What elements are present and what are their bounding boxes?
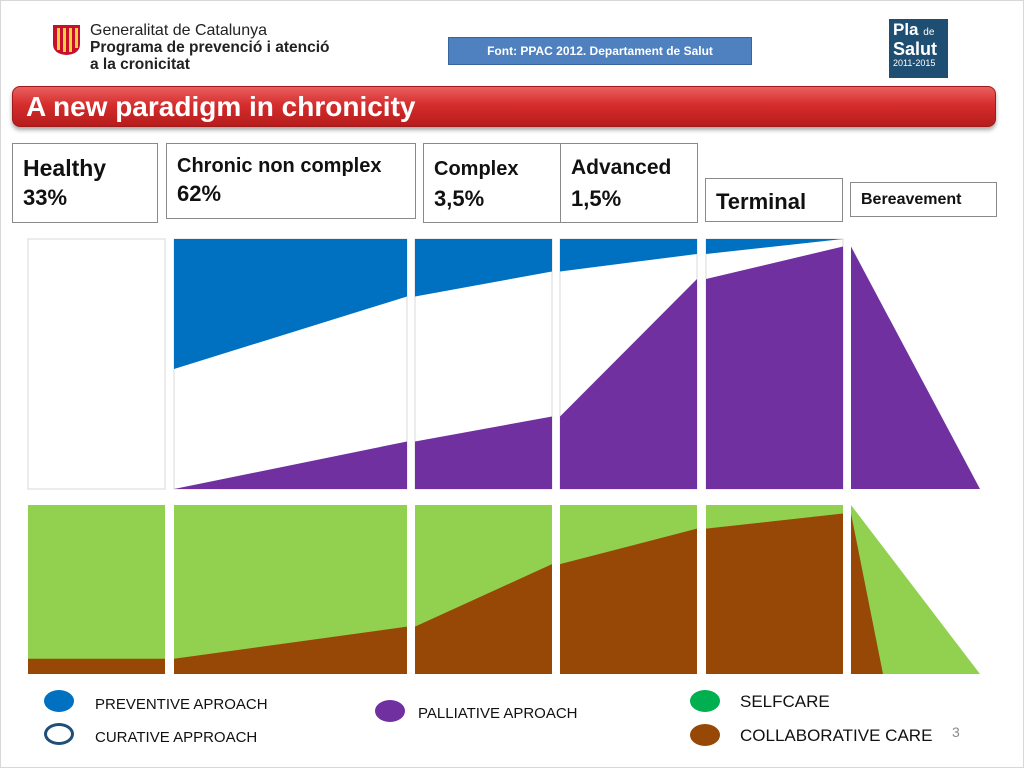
selfcare-legend-icon (690, 690, 720, 712)
palliative-area-segment (415, 416, 552, 489)
palliative-area-segment (851, 246, 980, 489)
org-line-1: Generalitat de Catalunya (90, 22, 267, 39)
collaborative-area-segment (706, 513, 843, 674)
palliative-area-segment (174, 441, 407, 489)
legend-collaborative: COLLABORATIVE CARE (740, 726, 933, 745)
title-bar: A new paradigm in chronicity (12, 86, 996, 127)
preventive-area-segment (415, 239, 552, 297)
generalitat-seal-icon (53, 25, 80, 55)
slide-title: A new paradigm in chronicity (26, 91, 416, 122)
badge-word-1: Pla (893, 20, 919, 39)
collaborative-area-segment (174, 626, 407, 674)
curative-legend-icon (44, 723, 74, 745)
stage-name: Terminal (716, 189, 807, 214)
legend-curative: CURATIVE APPROACH (95, 729, 258, 746)
badge-years: 2011-2015 (893, 58, 936, 68)
legend-preventive: PREVENTIVE APROACH (95, 696, 268, 713)
stage-box-healthy: Healthy 33% (12, 143, 158, 223)
selfcare-area-segment (851, 505, 980, 674)
legend-palliative: PALLIATIVE APROACH (418, 705, 578, 722)
stage-percent: 62% (177, 181, 222, 206)
stage-percent: 1,5% (571, 186, 622, 211)
selfcare-area-segment (28, 505, 165, 674)
slide-number: 3 (952, 724, 960, 740)
collaborative-area-segment (415, 564, 552, 674)
preventive-area-segment (174, 239, 407, 369)
badge-word-2: Salut (893, 39, 938, 59)
pla-de-salut-logo: Pla de Salut 2011-2015 (889, 19, 948, 78)
collaborative-area-segment (851, 513, 883, 674)
stage-name: Chronic non complex (177, 155, 382, 177)
curative-area-segment (27, 238, 166, 490)
palliative-area-segment (560, 279, 697, 489)
legend-selfcare: SELFCARE (740, 692, 830, 711)
badge-small-word: de (923, 27, 935, 38)
stage-name: Healthy (23, 155, 107, 181)
collaborative-legend-icon (690, 724, 720, 746)
source-note: Font: PPAC 2012. Departament de Salut (448, 37, 752, 65)
collaborative-area-segment (560, 528, 697, 674)
stage-percent: 33% (23, 185, 68, 210)
stage-box-bereavement: Bereavement (850, 182, 997, 217)
preventive-area-segment (560, 239, 697, 272)
palliative-area-segment (706, 246, 843, 489)
stage-box-complex: Complex 3,5% (423, 143, 563, 223)
organization-name: Generalitat de Catalunya Programa de pre… (90, 22, 329, 73)
org-line-3: a la cronicitat (90, 56, 190, 73)
org-line-2: Programa de prevenció i atenció (90, 39, 330, 56)
preventive-legend-icon (44, 690, 74, 712)
stage-name: Advanced (571, 156, 672, 179)
stage-box-terminal: Terminal (705, 178, 843, 222)
stage-name: Complex (434, 158, 519, 180)
stage-name: Bereavement (861, 191, 962, 208)
stage-box-advanced: Advanced 1,5% (560, 143, 698, 223)
stage-box-chronic-non-complex: Chronic non complex 62% (166, 143, 416, 219)
palliative-legend-icon (375, 700, 405, 722)
collaborative-area-segment (28, 658, 165, 674)
preventive-area-segment (706, 239, 843, 254)
stage-percent: 3,5% (434, 186, 485, 211)
